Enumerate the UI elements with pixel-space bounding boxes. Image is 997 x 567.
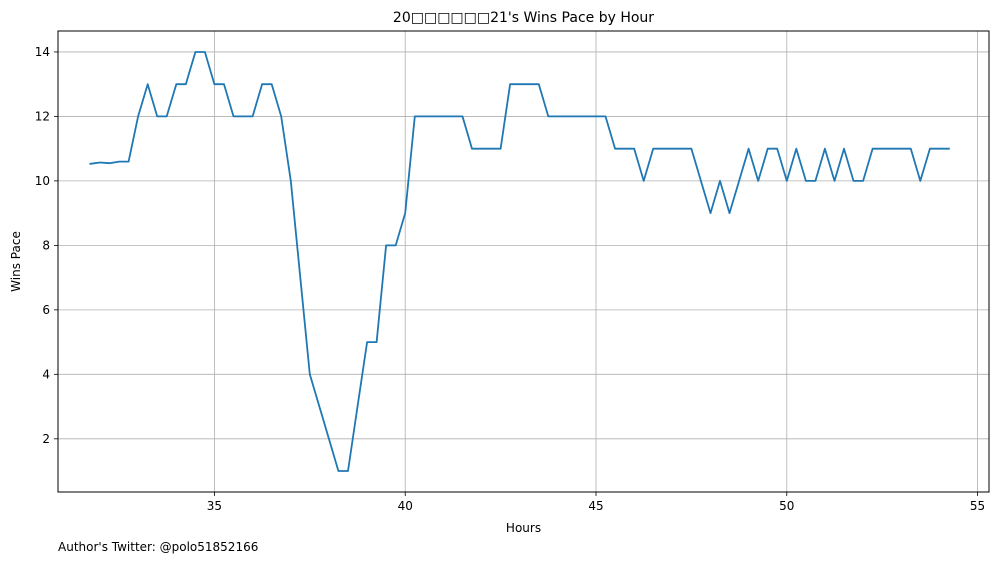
plot-frame — [57, 30, 990, 493]
y-tick-label: 4 — [42, 367, 50, 381]
author-credit: Author's Twitter: @polo51852166 — [58, 540, 258, 554]
x-tick-label: 45 — [588, 499, 603, 513]
y-tick-label: 6 — [42, 303, 50, 317]
chart-title: 20□□□□□□21's Wins Pace by Hour — [393, 10, 654, 26]
y-axis-label: Wins Pace — [9, 231, 23, 292]
y-tick-label: 8 — [42, 238, 50, 252]
x-tick-label: 35 — [207, 499, 222, 513]
y-tick-label: 10 — [35, 174, 50, 188]
y-tick-label: 12 — [35, 109, 50, 123]
x-tick-label: 50 — [779, 499, 794, 513]
y-axis-ticks: 2 4 6 8 10 12 14 — [35, 45, 58, 446]
y-tick-label: 2 — [42, 432, 50, 446]
y-tick-label: 14 — [35, 45, 50, 59]
series-line-wins-pace — [89, 51, 950, 472]
x-tick-label: 55 — [970, 499, 985, 513]
x-tick-label: 40 — [398, 499, 413, 513]
x-axis-ticks: 35 40 45 50 55 — [207, 492, 985, 513]
x-axis-label: Hours — [506, 521, 541, 535]
